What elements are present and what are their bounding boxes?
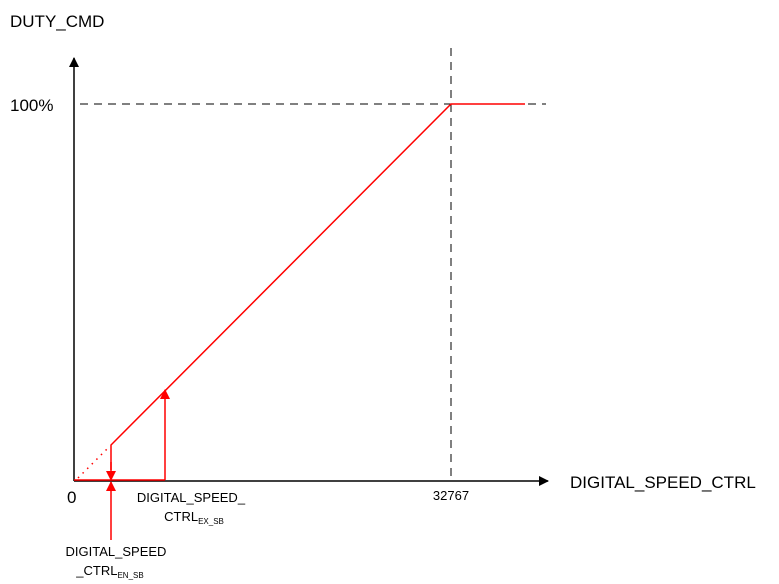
en-sb-label-subscript: EN_SB: [117, 571, 143, 580]
ex-sb-label-subscript: EX_SB: [198, 517, 224, 526]
ex-sb-label-main: CTRL: [164, 509, 198, 524]
origin-label: 0: [67, 488, 76, 507]
x-tick-32767: 32767: [433, 488, 469, 503]
duty-curve-extrapolation: [77, 447, 109, 479]
en-sb-label-line1: DIGITAL_SPEED: [66, 544, 167, 559]
en-sb-label-line2: _CTRLEN_SB: [75, 563, 143, 580]
y-axis-label: DUTY_CMD: [10, 12, 104, 31]
en-sb-label-main: _CTRL: [75, 563, 117, 578]
ex-sb-label-line1: DIGITAL_SPEED_: [137, 490, 246, 505]
x-axis-label: DIGITAL_SPEED_CTRL: [570, 473, 756, 492]
ex-sb-label-line2: CTRLEX_SB: [164, 509, 224, 526]
y-tick-100: 100%: [10, 96, 53, 115]
duty-curve: [110, 103, 525, 470]
